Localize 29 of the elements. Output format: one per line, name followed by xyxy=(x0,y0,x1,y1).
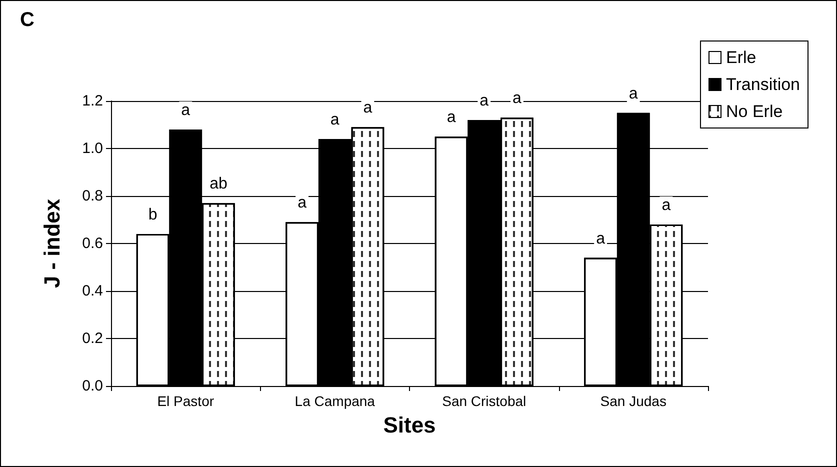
y-tick-label: 0.6 xyxy=(82,235,103,252)
x-tick-label: San Cristobal xyxy=(442,393,526,409)
y-tick-label: 1.2 xyxy=(82,92,103,110)
data-label: a xyxy=(628,85,638,102)
legend-label: No Erle xyxy=(726,102,783,121)
chart-title: C xyxy=(20,9,34,31)
y-tick-label: 1.0 xyxy=(82,140,103,157)
data-label: b xyxy=(148,206,158,224)
data-label: a xyxy=(480,92,489,110)
data-label: a xyxy=(512,90,522,108)
y-tick-label: 0.8 xyxy=(82,188,103,204)
x-axis-title: Sites xyxy=(383,412,436,438)
x-tick-label: San Judas xyxy=(600,393,666,409)
data-label: a xyxy=(596,230,606,248)
data-label: ab xyxy=(210,176,228,193)
legend-label: Transition xyxy=(726,75,800,94)
y-tick-label: 0.2 xyxy=(82,330,103,347)
y-tick-label: 0.0 xyxy=(82,378,103,394)
data-label: a xyxy=(662,197,671,214)
data-label: a xyxy=(181,102,190,119)
legend-label: Erle xyxy=(726,48,756,67)
y-tick-label: 0.4 xyxy=(82,282,103,300)
data-label: a xyxy=(363,100,372,117)
data-label: a xyxy=(446,109,456,126)
data-label: a xyxy=(330,112,340,128)
x-tick-label: La Campana xyxy=(294,393,376,409)
y-axis-title: J - index xyxy=(40,198,64,288)
x-tick-label: El Pastor xyxy=(157,393,214,409)
data-label: a xyxy=(298,194,307,212)
